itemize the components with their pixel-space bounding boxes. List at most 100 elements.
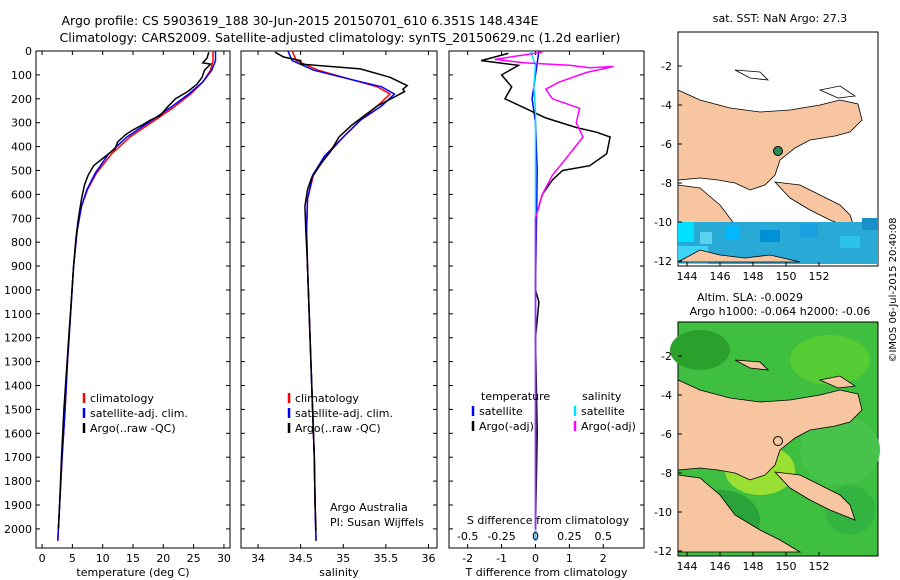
legend-label: Argo(..raw -QC) [295,422,381,435]
legend-title: temperature [481,390,550,403]
y-tick-label: 100 [11,69,32,82]
series-line-t-argo-adj- [481,52,611,529]
difference-panel: -2 -1 0 1 2T difference from climatology temp… [448,50,645,579]
plot-frame [240,50,438,549]
map-x-tick-label: 150 [776,560,797,573]
map-y-tick-label: -10 [654,216,672,229]
plot-frame [448,50,645,549]
y-tick-label: 1200 [4,332,32,345]
y-tick-label: 300 [11,117,32,130]
legend-label: satellite-adj. clim. [90,407,188,420]
x-axis-label: T difference from climatology [465,566,628,579]
map-y-tick-label: -6 [661,138,672,151]
x-tick-label: 15 [126,552,140,565]
y-tick-label: 700 [11,212,32,225]
map-x-tick-label: 146 [710,270,731,283]
x-tick-label: -2 [462,552,473,565]
y-tick-label: 600 [11,188,32,201]
legend-label: climatology [90,392,154,405]
legend-label: satellite [581,405,625,418]
annotation-line: PI: Susan Wijffels [330,516,424,529]
x-tick-label: 35.5 [374,552,399,565]
map-y-tick-label: -10 [654,506,672,519]
annotation-line: Argo Australia [330,501,408,514]
map-x-tick-label: 144 [677,270,698,283]
top-tick-label: 0 [532,530,539,543]
y-tick-label: 1100 [4,308,32,321]
top-tick-label: -0.5 [457,530,478,543]
sla-map-title1: Altim. SLA: -0.0029 [697,291,803,304]
map-y-tick-label: -8 [661,467,672,480]
map-y-tick-label: -2 [661,60,672,73]
map-y-tick-label: -8 [661,177,672,190]
y-tick-label: 800 [11,236,32,249]
x-tick-label: 35 [336,552,350,565]
x-tick-label: 1 [566,552,573,565]
map-x-tick-label: 150 [776,270,797,283]
x-tick-label: 5 [69,552,76,565]
map-x-tick-label: 148 [743,270,764,283]
legend-label: climatology [295,392,359,405]
top-tick-label: 0.25 [557,530,582,543]
y-tick-label: 1700 [4,451,32,464]
map-y-tick-label: -6 [661,428,672,441]
x-axis-label: temperature (deg C) [76,566,189,579]
y-tick-label: 0 [25,45,32,58]
series-line-argo-raw-qc- [57,51,213,529]
legend-label: Argo(..raw -QC) [90,422,176,435]
map-x-tick-label: 152 [809,560,830,573]
plot-frame [35,50,231,549]
salinity-panel: 34 34.5 35 35.5 36 salinity climatology satelli… [240,50,438,579]
sst-map-title: sat. SST: NaN Argo: 27.3 [713,12,847,25]
y-tick-label: 500 [11,164,32,177]
x-tick-label: 0 [532,552,539,565]
series-line-s-argo-adj- [494,51,614,529]
top-tick-label: -0.25 [487,530,515,543]
sla-map-title2: Argo h1000: -0.064 h2000: -0.06 [690,305,871,318]
y-tick-label: 1000 [4,284,32,297]
legend-label: satellite-adj. clim. [295,407,393,420]
sla-land [677,359,863,553]
map-x-tick-label: 148 [743,560,764,573]
map-y-tick-label: -12 [654,545,672,558]
map-y-tick-label: -4 [661,99,672,112]
title-line1: Argo profile: CS 5903619_188 30-Jun-2015… [61,13,538,28]
x-tick-label: 25 [187,552,201,565]
map-x-tick-label: 144 [677,560,698,573]
x-tick-label: 34.5 [288,552,313,565]
map-y-tick-label: -12 [654,255,672,268]
map-y-tick-label: -4 [661,389,672,402]
y-tick-label: 1300 [4,356,32,369]
y-tick-label: 1800 [4,475,32,488]
y-tick-label: 1500 [4,403,32,416]
x-tick-label: 30 [217,552,231,565]
imos-credit: ©IMOS 06-Jul-2015 20:40:08 [888,217,899,362]
top-tick-label: 0.5 [595,530,613,543]
map-y-tick-label: -2 [661,350,672,363]
y-tick-label: 1600 [4,427,32,440]
y-tick-label: 900 [11,260,32,273]
y-tick-label: 400 [11,141,32,154]
y-tick-label: 1400 [4,380,32,393]
series-line-satellite-adj-clim- [57,51,217,541]
legend-title: salinity [582,390,622,403]
legend-label: Argo(-adj) [581,420,636,433]
sst-map: sat. SST: NaN Argo: 27.3 144 146 148 150 152… [654,12,879,283]
y-tick-label: 1900 [4,499,32,512]
sla-float-marker [773,436,783,446]
map-x-tick-label: 146 [710,560,731,573]
sst-float-marker [773,146,783,156]
x-axis-label: salinity [319,566,359,579]
x-tick-label: -1 [496,552,507,565]
sla-map: Altim. SLA: -0.0029 Argo h1000: -0.064 h… [654,291,880,573]
map-x-tick-label: 152 [809,270,830,283]
top-axis-label: S difference from climatology [467,514,630,527]
series-line-argo-raw-qc- [274,51,409,532]
x-tick-label: 34 [251,552,265,565]
x-tick-label: 10 [96,552,110,565]
x-tick-label: 20 [156,552,170,565]
title-line2: Climatology: CARS2009. Satellite-adjuste… [60,30,621,45]
x-tick-label: 2 [600,552,607,565]
temperature-panel: 0100200300400500600700800900100011001200… [4,45,231,579]
